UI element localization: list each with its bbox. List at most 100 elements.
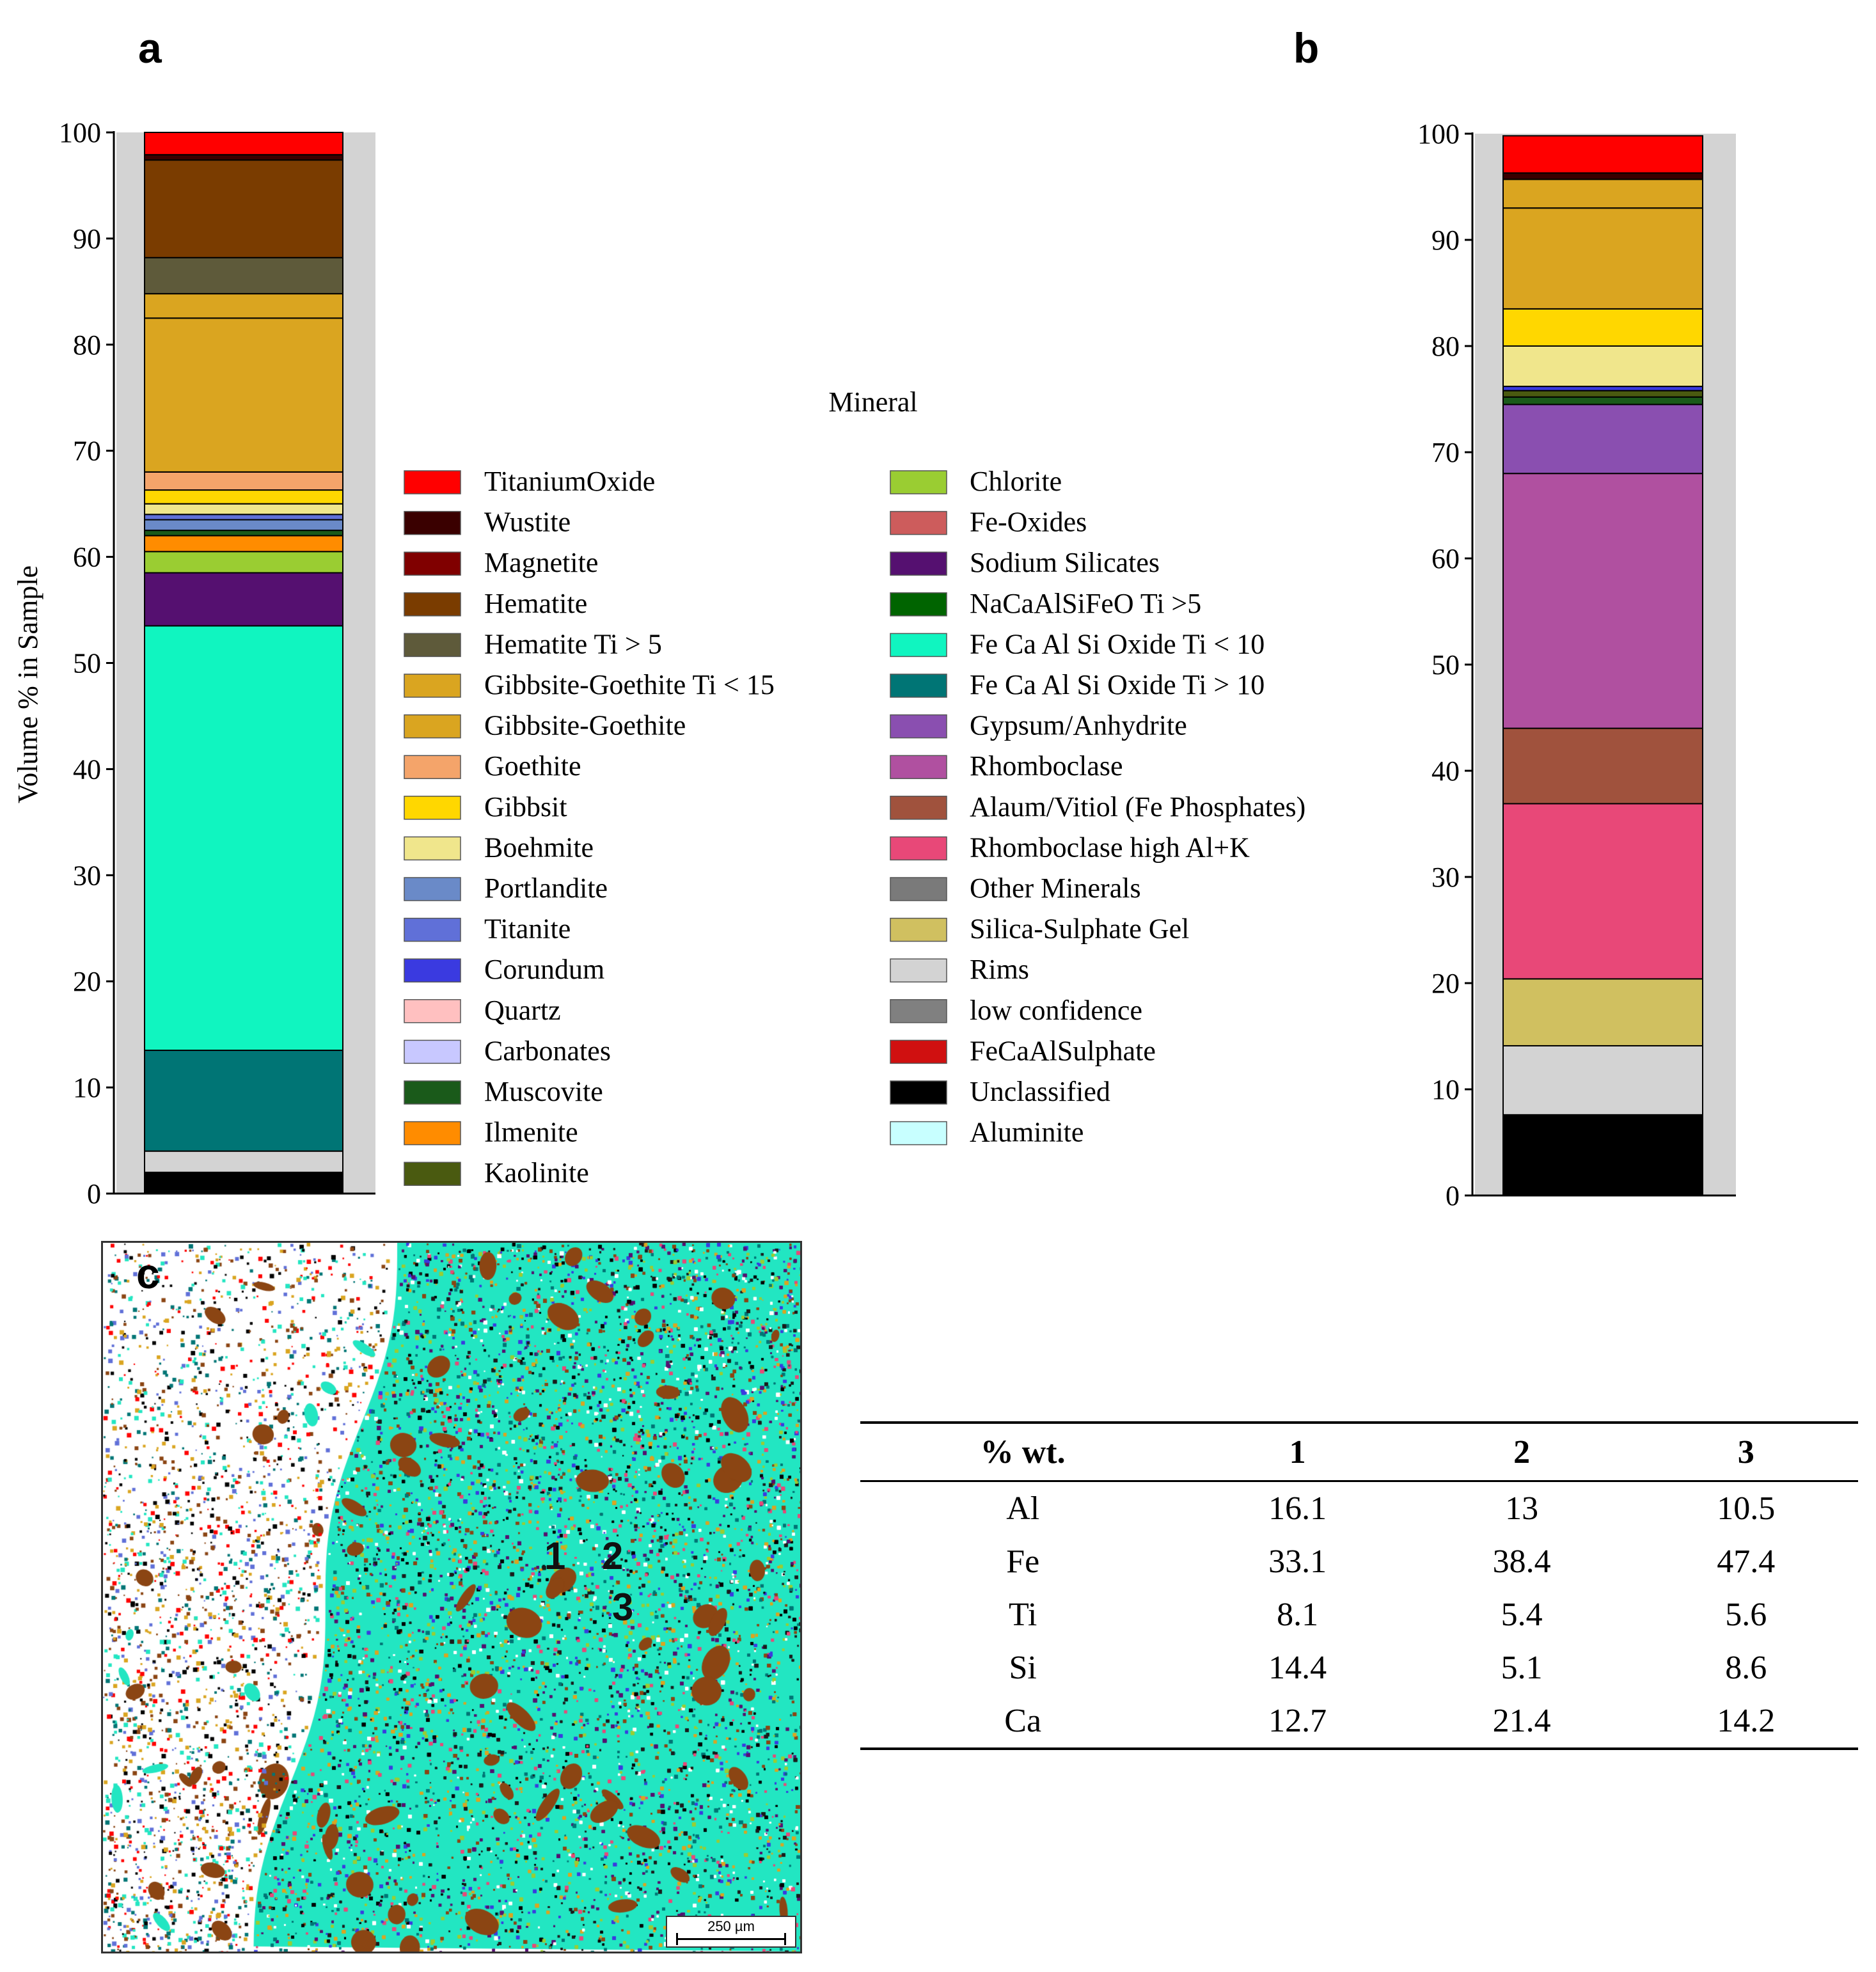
y-tick-label-b-10: 100 <box>1417 118 1460 150</box>
panel-letter-c: c <box>136 1250 160 1297</box>
legend-label-23: Fe Ca Al Si Oxide Ti > 10 <box>970 669 1265 700</box>
bar-segment-a-13 <box>144 317 343 473</box>
bar-segment-b-2 <box>1502 978 1703 1046</box>
bar-segment-b-10 <box>1502 345 1703 388</box>
legend-label-7: Goethite <box>484 750 581 782</box>
legend-swatch-26 <box>890 796 947 820</box>
y-tick-label-b-3: 30 <box>1431 862 1460 893</box>
table-cell: Si <box>1009 1650 1037 1686</box>
y-tick-label-b-7: 70 <box>1431 437 1460 468</box>
legend-swatch-17 <box>404 1162 461 1186</box>
legend-label-12: Corundum <box>484 954 604 985</box>
legend-label-31: low confidence <box>970 995 1142 1026</box>
legend-label-28: Other Minerals <box>970 872 1141 904</box>
point-label-3: 3 <box>612 1586 634 1629</box>
mineral-map-panel: c 1 2 3 250 µm <box>101 1241 802 1953</box>
y-tick-label-a-10: 100 <box>59 117 101 148</box>
legend-label-0: TitaniumOxide <box>484 466 655 497</box>
bar-segment-a-10 <box>144 503 343 516</box>
legend-label-19: Fe-Oxides <box>970 507 1087 538</box>
legend-label-29: Silica-Sulphate Gel <box>970 913 1189 945</box>
bar-segment-a-7 <box>144 530 343 537</box>
legend-swatch-32 <box>890 1039 947 1064</box>
table-row: Ca 12.7 21.4 14.2 <box>860 1694 1858 1749</box>
y-tick-label-b-9: 90 <box>1431 225 1460 256</box>
bar-segment-a-5 <box>144 551 343 574</box>
mineral-map-image <box>103 1243 800 1952</box>
legend-label-30: Rims <box>970 954 1029 985</box>
point-label-2: 2 <box>602 1534 624 1577</box>
bar-segment-b-12 <box>1502 207 1703 310</box>
legend-swatch-14 <box>404 1039 461 1064</box>
table-cell: 12.7 <box>1268 1703 1327 1739</box>
bar-segment-b-3 <box>1502 803 1703 980</box>
legend-swatch-9 <box>404 836 461 861</box>
legend-label-20: Sodium Silicates <box>970 547 1160 578</box>
y-tick-label-b-4: 40 <box>1431 755 1460 787</box>
legend-swatch-28 <box>890 877 947 901</box>
scale-bar: 250 µm <box>666 1916 796 1948</box>
legend-label-32: FeCaAlSulphate <box>970 1035 1156 1066</box>
bar-segment-b-1 <box>1502 1045 1703 1116</box>
y-tick-label-a-7: 70 <box>73 436 101 467</box>
bar-segment-b-5 <box>1502 473 1703 729</box>
composition-table: % wt. 1 2 3 Al 16.1 13 10.5 Fe 33.1 38.4… <box>860 1421 1858 1750</box>
legend-label-18: Chlorite <box>970 466 1062 497</box>
legend-label-11: Titanite <box>484 913 571 945</box>
bar-segment-a-14 <box>144 293 343 319</box>
legend-swatch-19 <box>890 510 947 535</box>
y-tick-label-a-6: 60 <box>73 542 101 573</box>
table-cell: 33.1 <box>1268 1543 1327 1580</box>
y-axis-title-a: Volume % in Sample <box>12 565 43 803</box>
table-cell: 21.4 <box>1492 1703 1551 1739</box>
legend-label-10: Portlandite <box>484 872 608 904</box>
legend-swatch-21 <box>890 592 947 617</box>
y-tick-label-a-9: 90 <box>73 223 101 255</box>
table-cell: 38.4 <box>1492 1543 1551 1580</box>
scale-bar-label: 250 µm <box>707 1918 755 1934</box>
y-tick-label-b-0: 0 <box>1446 1180 1460 1211</box>
legend-swatch-10 <box>404 877 461 901</box>
legend-swatch-33 <box>890 1080 947 1105</box>
legend-label-5: Gibbsite-Goethite Ti < 15 <box>484 669 775 700</box>
y-tick-label-b-5: 50 <box>1431 649 1460 681</box>
y-tick-label-a-2: 20 <box>73 966 101 997</box>
legend-swatch-12 <box>404 958 461 982</box>
legend-label-33: Unclassified <box>970 1076 1110 1107</box>
table-cell: 5.4 <box>1501 1597 1543 1633</box>
bar-segment-a-18 <box>144 132 343 155</box>
legend-swatch-4 <box>404 633 461 658</box>
y-tick-label-b-6: 60 <box>1431 543 1460 574</box>
point-label-1: 1 <box>544 1534 566 1577</box>
table-row: Al 16.1 13 10.5 <box>860 1481 1858 1536</box>
legend-swatch-11 <box>404 917 461 942</box>
legend-swatch-13 <box>404 999 461 1023</box>
table-cell: 14.4 <box>1268 1650 1327 1686</box>
panel-letter-b: b <box>1293 24 1319 72</box>
table-cell: 10.5 <box>1717 1490 1776 1527</box>
legend-swatch-25 <box>890 755 947 779</box>
legend-label-21: NaCaAlSiFeO Ti >5 <box>970 588 1201 619</box>
legend-label-9: Boehmite <box>484 832 594 863</box>
y-tick-label-b-1: 10 <box>1431 1074 1460 1105</box>
table-cell: 5.1 <box>1501 1650 1543 1686</box>
table-row: Ti 8.1 5.4 5.6 <box>860 1588 1858 1641</box>
table-header-cell: 2 <box>1513 1433 1531 1471</box>
bar-segment-b-6 <box>1502 404 1703 475</box>
legend-title: Mineral <box>828 386 917 418</box>
bar-segment-b-7 <box>1502 396 1703 406</box>
table-cell: 47.4 <box>1717 1543 1776 1580</box>
bar-segment-b-14 <box>1502 172 1703 180</box>
legend-label-13: Quartz <box>484 995 561 1026</box>
legend-swatch-18 <box>890 470 947 494</box>
table-cell: 13 <box>1505 1490 1539 1527</box>
table-header-cell: 1 <box>1289 1433 1306 1471</box>
bar-segment-b-15 <box>1502 135 1703 174</box>
legend-swatch-1 <box>404 510 461 535</box>
table-cell: 8.6 <box>1725 1650 1767 1686</box>
bar-segment-a-17 <box>144 154 343 161</box>
y-tick-label-a-1: 10 <box>73 1072 101 1103</box>
stacked-bar-chart-a: 0 10 20 30 40 50 60 70 80 90 100 <box>59 117 375 1210</box>
table-cell: Al <box>1006 1490 1040 1527</box>
